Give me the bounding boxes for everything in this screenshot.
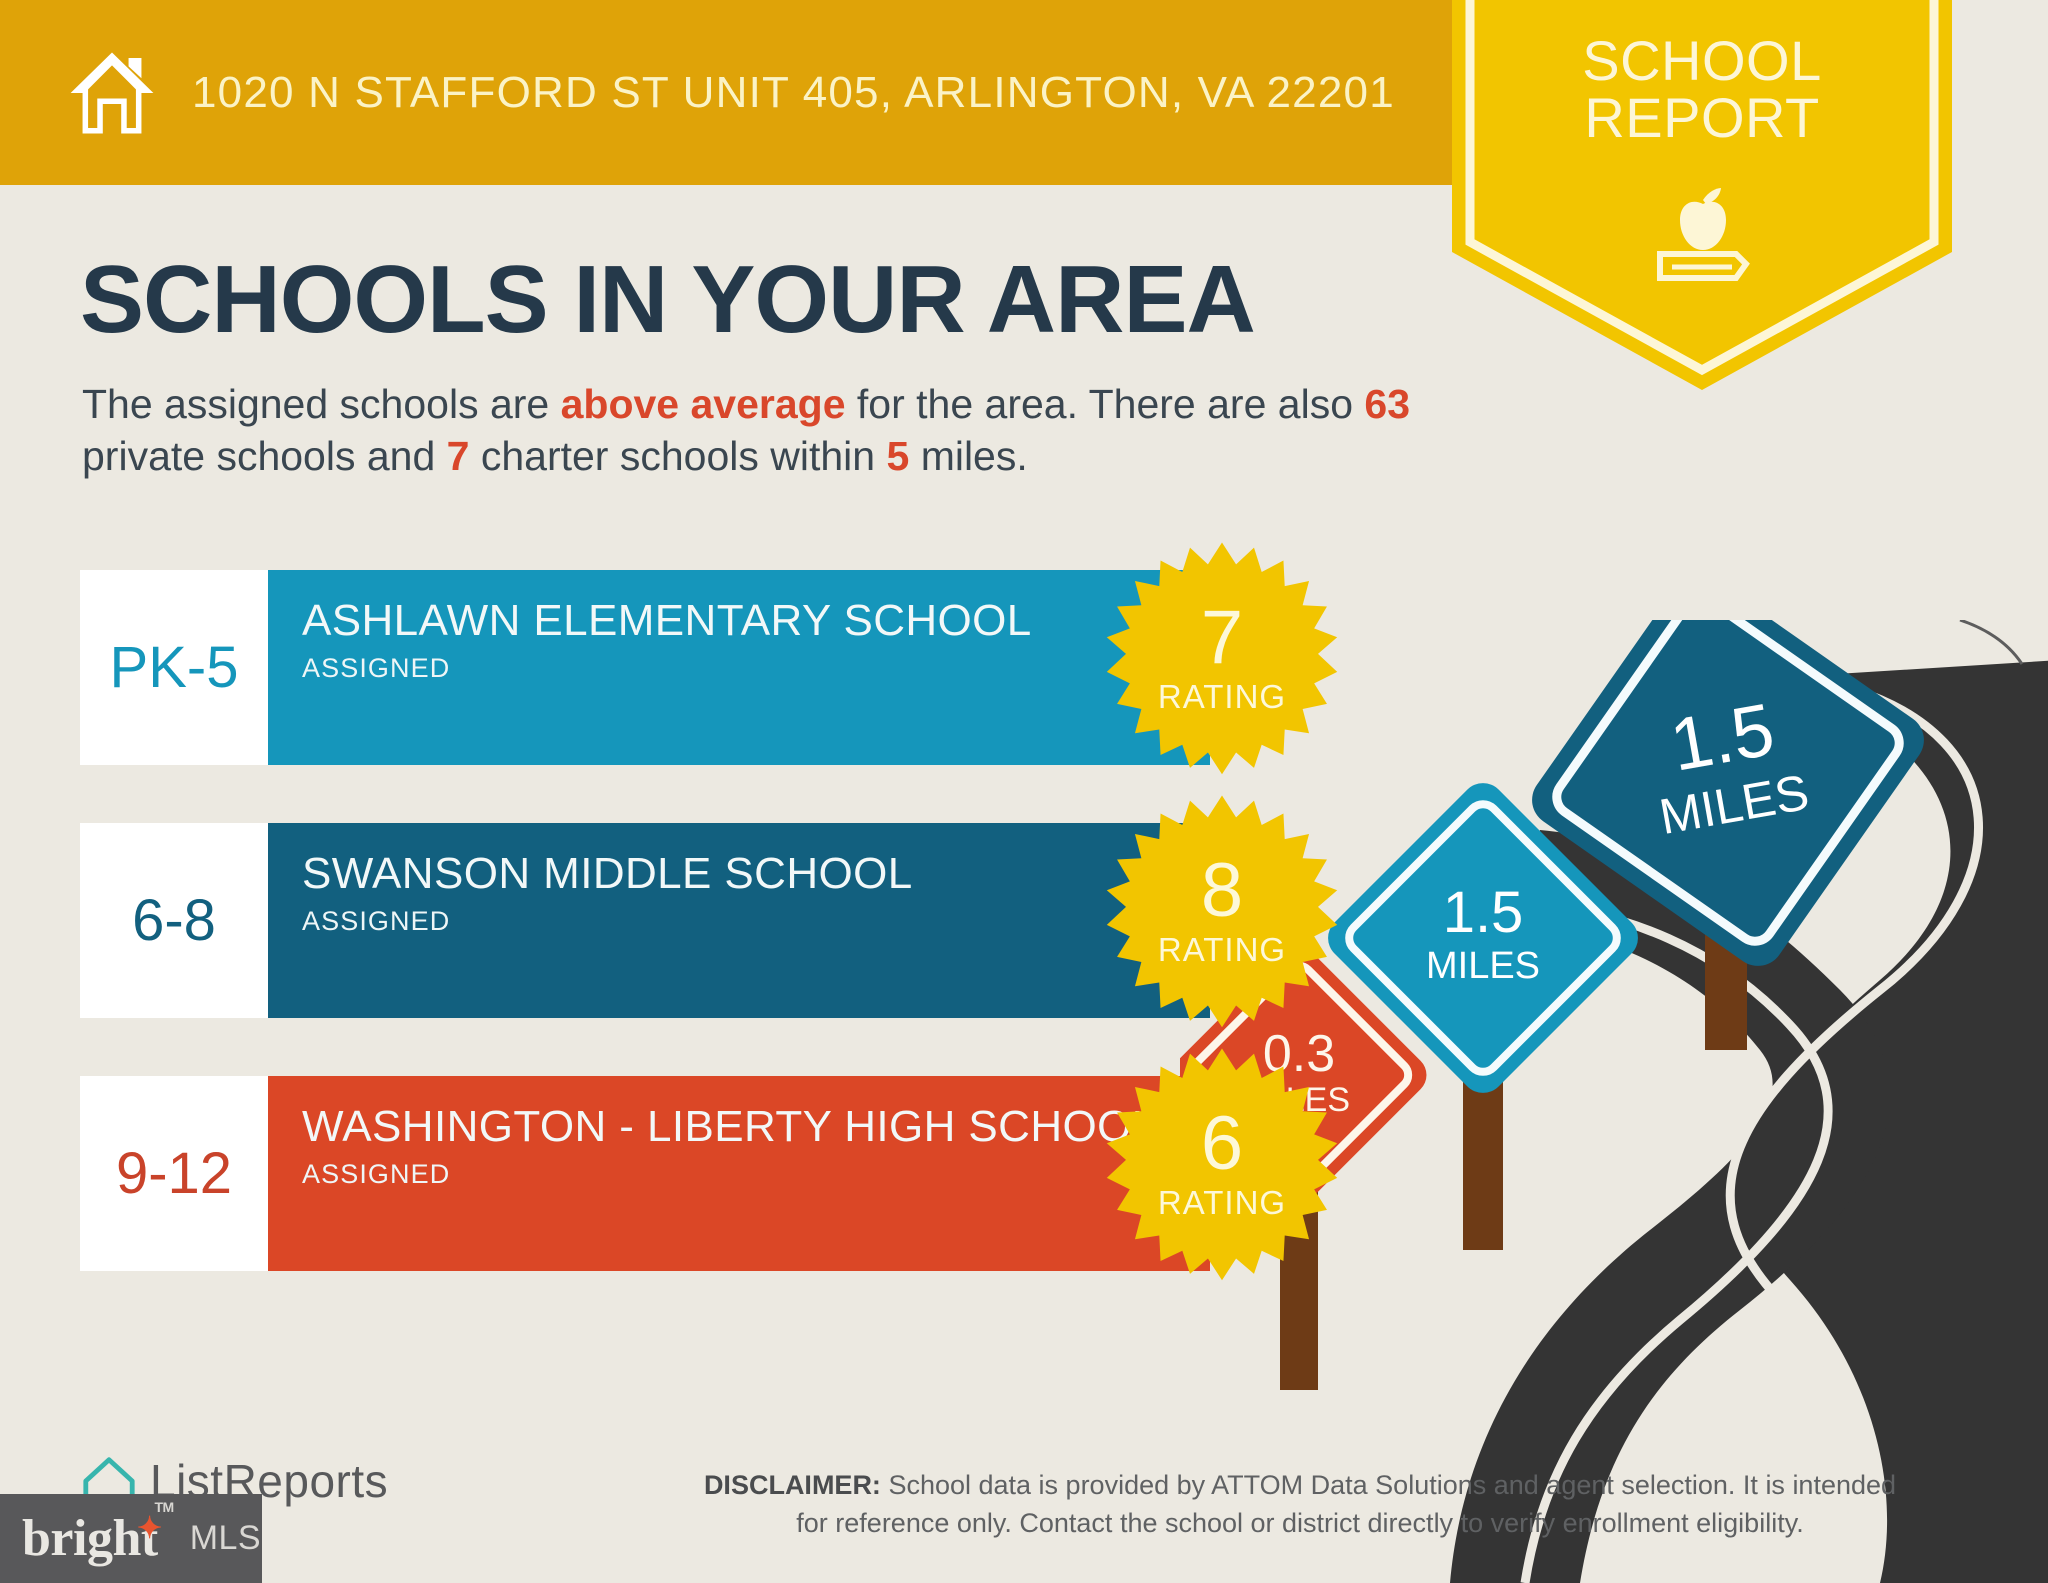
grade-range-box: PK-5 — [80, 570, 268, 765]
grade-range-label: 6-8 — [132, 888, 216, 953]
summary-highlight-rating: above average — [560, 381, 846, 427]
road-center-line — [1725, 685, 1983, 1583]
school-name-bar: ASHLAWN ELEMENTARY SCHOOL ASSIGNED — [268, 570, 1210, 765]
school-name: ASHLAWN ELEMENTARY SCHOOL — [302, 596, 1032, 645]
summary-text: The assigned schools are above average f… — [82, 378, 1442, 483]
grade-range-label: PK-5 — [109, 635, 239, 700]
school-list: PK-5 ASHLAWN ELEMENTARY SCHOOL ASSIGNED … — [80, 542, 1338, 1329]
star-icon: ✦ — [137, 1512, 162, 1545]
school-assigned-label: ASSIGNED — [302, 653, 451, 684]
summary-highlight-private-count: 63 — [1364, 381, 1410, 427]
rating-starburst: 6 RATING — [1094, 1046, 1350, 1302]
starburst-shape — [1106, 795, 1338, 1028]
school-assigned-label: ASSIGNED — [302, 906, 451, 937]
grade-range-box: 6-8 — [80, 823, 268, 1018]
summary-part-2: for the area. There are also — [845, 381, 1365, 427]
grade-range-box: 9-12 — [80, 1076, 268, 1271]
trademark-label: TM — [154, 1499, 174, 1515]
school-row[interactable]: 9-12 WASHINGTON - LIBERTY HIGH SCHOOL AS… — [80, 1048, 1338, 1281]
rating-label: RATING — [1157, 931, 1287, 969]
disclaimer-line-1: School data is provided by ATTOM Data So… — [880, 1470, 1897, 1500]
summary-part-1: The assigned schools are — [82, 381, 561, 427]
disclaimer-text: DISCLAIMER: School data is provided by A… — [600, 1466, 2000, 1543]
header-bar: 1020 N STAFFORD ST UNIT 405, ARLINGTON, … — [0, 0, 1500, 185]
mls-label: MLS — [189, 1519, 262, 1557]
school-name: SWANSON MIDDLE SCHOOL — [302, 849, 913, 898]
school-report-badge: SCHOOL REPORT — [1452, 0, 1952, 392]
school-assigned-label: ASSIGNED — [302, 1159, 451, 1190]
road-shape — [1740, 660, 2048, 1583]
school-name: WASHINGTON - LIBERTY HIGH SCHOOL — [302, 1102, 1157, 1151]
bright-wordmark: bright ✦ TM — [22, 1499, 174, 1568]
disclaimer-label: DISCLAIMER: — [703, 1470, 881, 1500]
rating-starburst: 8 RATING — [1094, 793, 1350, 1049]
badge-title: SCHOOL REPORT — [1452, 32, 1952, 146]
summary-highlight-charter-count: 7 — [446, 433, 470, 480]
rating-value: 6 — [1200, 1100, 1244, 1186]
bright-mls-watermark: bright ✦ TM MLS — [0, 1494, 262, 1583]
school-name-bar: WASHINGTON - LIBERTY HIGH SCHOOL ASSIGNE… — [268, 1076, 1210, 1271]
rating-value: 8 — [1200, 847, 1244, 933]
grade-range-label: 9-12 — [115, 1141, 233, 1206]
rating-value: 7 — [1200, 594, 1244, 680]
rating-starburst: 7 RATING — [1094, 540, 1350, 796]
summary-highlight-radius: 5 — [886, 433, 910, 480]
badge-line-1: SCHOOL — [1582, 29, 1822, 92]
summary-part-5: miles. — [909, 433, 1028, 480]
rating-label: RATING — [1157, 678, 1287, 716]
property-address: 1020 N STAFFORD ST UNIT 405, ARLINGTON, … — [192, 67, 1395, 117]
home-icon — [70, 52, 154, 133]
apple-on-books-icon — [1657, 188, 1750, 281]
badge-line-2: REPORT — [1584, 86, 1820, 150]
bright-text: bright — [22, 1510, 158, 1567]
starburst-shape — [1106, 1048, 1338, 1281]
rating-label: RATING — [1157, 1184, 1287, 1222]
school-row[interactable]: 6-8 SWANSON MIDDLE SCHOOL ASSIGNED 8 RAT… — [80, 795, 1338, 1028]
wire-line — [1959, 620, 2024, 665]
starburst-shape — [1106, 542, 1338, 775]
summary-part-4: charter schools within — [469, 433, 887, 480]
school-name-bar: SWANSON MIDDLE SCHOOL ASSIGNED — [268, 823, 1210, 1018]
page-title: SCHOOLS IN YOUR AREA — [80, 246, 1256, 353]
disclaimer-line-2: for reference only. Contact the school o… — [796, 1508, 1804, 1539]
school-row[interactable]: PK-5 ASHLAWN ELEMENTARY SCHOOL ASSIGNED … — [80, 542, 1338, 775]
summary-part-3: private schools and — [82, 433, 447, 480]
road-center-line-2 — [1509, 893, 1833, 1583]
